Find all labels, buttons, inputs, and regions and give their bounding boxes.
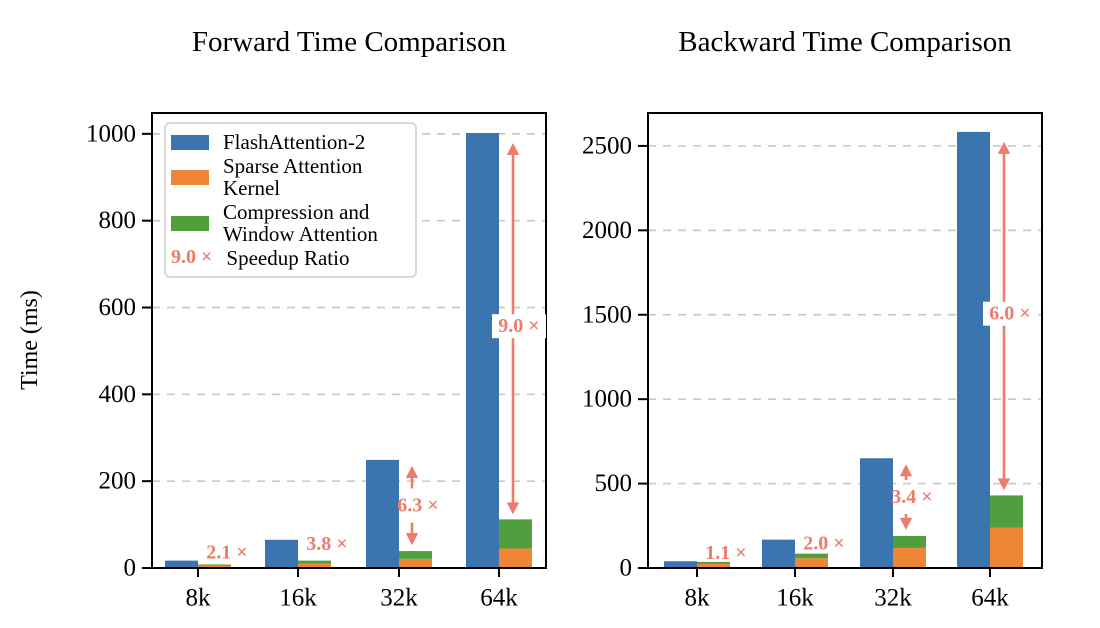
bar-compression-window-attention-16k <box>795 553 828 559</box>
speedup-annotation-64k: 9.0 × <box>498 315 539 337</box>
bar-compression-window-attention-64k <box>499 519 532 549</box>
bar-flashattention-2-8k <box>165 560 198 568</box>
x-tick-label: 32k <box>380 585 418 612</box>
right-chart-title: Backward Time Comparison <box>678 26 1012 58</box>
y-tick-label: 600 <box>99 294 137 321</box>
x-tick-label: 64k <box>480 585 518 612</box>
y-tick-label: 0 <box>620 555 633 582</box>
arrowhead <box>405 465 419 478</box>
y-tick-label: 1000 <box>582 386 632 413</box>
x-tick-label: 32k <box>874 585 912 612</box>
plot-border <box>151 112 547 569</box>
legend-item-flashattention-2: FlashAttention-2 <box>171 131 405 153</box>
bar-sparse-attention-kernel-64k <box>499 548 532 568</box>
legend-swatch-orange <box>171 169 209 185</box>
arrowhead <box>506 142 520 155</box>
x-tick-label: 16k <box>279 585 317 612</box>
bar-compression-window-attention-16k <box>298 560 331 564</box>
bar-compression-window-attention-8k <box>198 564 231 566</box>
y-tick-label: 400 <box>99 381 137 408</box>
bar-sparse-attention-kernel-16k <box>298 563 331 568</box>
bar-flashattention-2-64k <box>466 132 499 568</box>
bar-flashattention-2-64k <box>957 131 990 568</box>
bar-sparse-attention-kernel-8k <box>697 563 730 568</box>
y-tick-label: 500 <box>595 470 633 497</box>
legend-label: Sparse Attention Kernel <box>223 153 363 200</box>
bar-compression-window-attention-8k <box>697 561 730 564</box>
y-tick-label: 2000 <box>582 217 632 244</box>
y-tick-label: 200 <box>99 468 137 495</box>
legend-label: Compression and Window Attention <box>223 199 378 246</box>
arrowhead <box>997 478 1011 491</box>
bar-compression-window-attention-64k <box>990 495 1023 528</box>
bar-compression-window-attention-32k <box>893 535 926 548</box>
legend-swatch-green <box>171 215 209 231</box>
x-tick-label: 16k <box>776 585 814 612</box>
legend: FlashAttention-2 Sparse Attention Kernel… <box>164 122 417 278</box>
legend-item-compression-window-attention: Compression and Window Attention <box>171 201 405 245</box>
bar-flashattention-2-32k <box>860 458 893 568</box>
y-axis-label: Time (ms) <box>17 290 43 390</box>
bar-sparse-attention-kernel-32k <box>399 558 432 568</box>
legend-item-speedup-ratio: 9.0 × Speedup Ratio <box>171 247 405 269</box>
y-tick-label: 2500 <box>582 132 632 159</box>
y-tick-label: 1500 <box>582 301 632 328</box>
speedup-annotation-16k: 2.0 × <box>803 533 844 555</box>
y-tick-label: 800 <box>99 207 137 234</box>
x-tick-label: 8k <box>186 585 212 612</box>
x-tick-label: 64k <box>971 585 1009 612</box>
y-tick-label: 0 <box>124 555 137 582</box>
speedup-annotation-16k: 3.8 × <box>306 533 347 555</box>
legend-label: Speedup Ratio <box>226 245 350 270</box>
x-tick-label: 8k <box>685 585 711 612</box>
annotation-backdrop <box>983 301 1037 326</box>
left-chart-title: Forward Time Comparison <box>191 26 507 58</box>
legend-item-sparse-attention-kernel: Sparse Attention Kernel <box>171 155 405 199</box>
speedup-annotation-64k: 6.0 × <box>989 303 1030 325</box>
speedup-annotation-8k: 1.1 × <box>705 542 746 564</box>
bar-sparse-attention-kernel-8k <box>198 565 231 568</box>
speedup-annotation-32k: 6.3 × <box>397 494 438 516</box>
legend-speedup-sample: 9.0 × <box>171 246 213 269</box>
annotation-backdrop <box>492 314 546 339</box>
y-tick-label: 1000 <box>86 120 136 147</box>
speedup-annotation-32k: 3.4 × <box>891 486 932 508</box>
speedup-annotation-8k: 2.1 × <box>206 542 247 564</box>
arrowhead <box>899 464 913 477</box>
bar-sparse-attention-kernel-16k <box>795 558 828 568</box>
bar-sparse-attention-kernel-64k <box>990 527 1023 568</box>
legend-swatch-blue <box>171 134 209 150</box>
bar-flashattention-2-8k <box>664 561 697 568</box>
bar-flashattention-2-32k <box>366 459 399 568</box>
plot-border <box>647 112 1043 569</box>
arrowhead <box>997 141 1011 154</box>
bar-flashattention-2-16k <box>265 539 298 568</box>
bar-flashattention-2-16k <box>762 539 795 568</box>
arrowhead <box>899 517 913 530</box>
bar-compression-window-attention-32k <box>399 551 432 559</box>
bar-sparse-attention-kernel-32k <box>893 547 926 568</box>
arrowhead <box>405 533 419 546</box>
arrowhead <box>506 502 520 515</box>
legend-label: FlashAttention-2 <box>223 130 366 154</box>
